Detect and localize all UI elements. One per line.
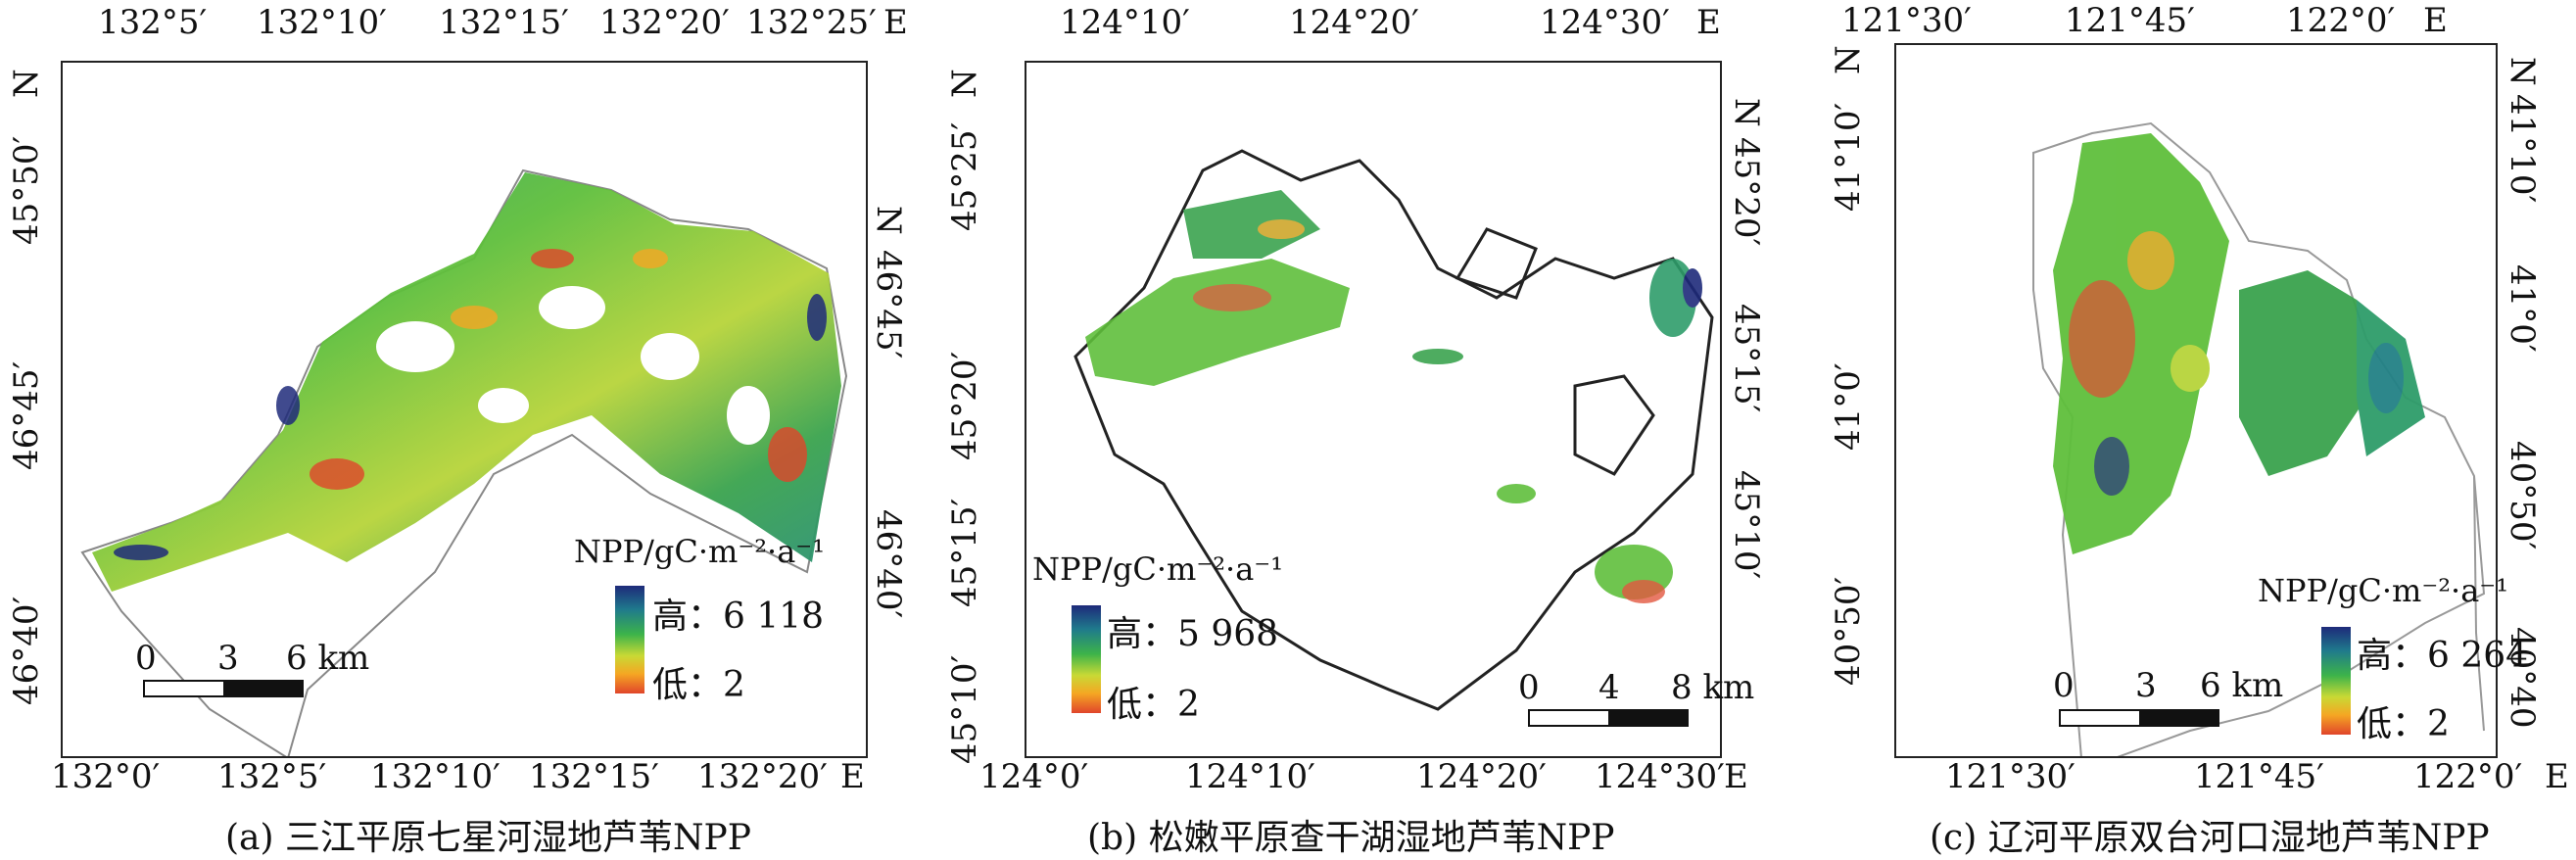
scale-label: 3 [217, 639, 239, 678]
top-tick: 132°15′ [439, 3, 569, 42]
scale-label: 0 [2053, 666, 2075, 705]
left-tick: 45°50′ [7, 135, 46, 245]
scale-label: 3 [2135, 666, 2157, 705]
legend-high: 高：6 264 [2357, 636, 2529, 676]
right-tick: N [2503, 57, 2542, 86]
legend-low: 低：2 [1107, 685, 1200, 725]
right-tick: 40°50′ [2503, 441, 2542, 550]
left-tick: 45°10′ [945, 654, 984, 764]
bottom-tick: E [1724, 757, 1748, 796]
legend-title: NPP/gC·m⁻²·a⁻¹ [2258, 572, 2509, 609]
right-tick: N [1727, 98, 1766, 127]
right-tick: 45°10′ [1727, 470, 1766, 580]
bottom-tick: 132°10′ [370, 757, 501, 796]
scale-label: 6 km [286, 639, 370, 678]
map-frame-c [1894, 43, 2498, 758]
right-tick: 41°10′ [2503, 94, 2542, 204]
bottom-tick: 124°0′ [979, 757, 1089, 796]
right-tick: 46°45′ [869, 250, 908, 359]
left-tick: 41°10′ [1829, 102, 1868, 212]
legend-colorbar [615, 586, 644, 693]
bottom-tick: 121°30′ [1945, 757, 2075, 796]
bottom-tick: 132°0′ [51, 757, 161, 796]
panel-caption: (a) 三江平原七星河湿地芦苇NPP [225, 818, 751, 858]
left-tick: N [945, 69, 984, 98]
top-tick: 132°5′ [98, 3, 208, 42]
map-a-svg [80, 168, 848, 756]
bottom-tick: 122°0′ [2413, 757, 2523, 796]
left-tick: 45°15′ [945, 498, 984, 607]
right-tick: 45°15′ [1727, 304, 1766, 413]
top-tick: 132°25′ [746, 3, 877, 42]
npp-raster [92, 172, 841, 592]
map-b-svg [1073, 149, 1714, 711]
legend-title: NPP/gC·m⁻²·a⁻¹ [1032, 550, 1284, 588]
right-tick: 41°0′ [2503, 264, 2542, 353]
left-tick: 45°20′ [945, 351, 984, 460]
top-tick: E [2423, 1, 2448, 40]
left-tick: N [7, 69, 46, 98]
top-tick: 124°30′ [1540, 3, 1670, 42]
scale-label: 0 [1518, 668, 1540, 707]
bottom-tick: 124°30′ [1595, 757, 1725, 796]
legend-title: NPP/gC·m⁻²·a⁻¹ [574, 533, 826, 570]
legend-low: 低：2 [2357, 704, 2450, 744]
scale-label: 8 km [1671, 668, 1755, 707]
scale-bar [2059, 709, 2219, 727]
top-tick: 121°45′ [2065, 1, 2195, 40]
top-tick: 132°20′ [599, 3, 730, 42]
panel-a: 132°5′ 132°10′ 132°15′ 132°20′ 132°25′ E [0, 0, 908, 858]
top-tick: 132°10′ [257, 3, 387, 42]
left-tick: 46°40′ [7, 596, 46, 705]
panel-c: 121°30′ 121°45′ 122°0′ E N 41°10′ 41°0′ … [1812, 0, 2576, 858]
top-tick: 124°10′ [1060, 3, 1190, 42]
left-tick: 46°45′ [7, 360, 46, 470]
left-tick: 45°25′ [945, 121, 984, 231]
bottom-tick: 124°20′ [1416, 757, 1547, 796]
bottom-tick: 124°10′ [1185, 757, 1315, 796]
right-tick: 46°40′ [869, 509, 908, 619]
top-tick: 121°30′ [1841, 1, 1972, 40]
legend-colorbar [1072, 605, 1101, 713]
top-tick: 122°0′ [2286, 1, 2396, 40]
top-tick: E [883, 3, 908, 42]
legend-low: 低：2 [652, 665, 745, 705]
scale-label: 6 km [2200, 666, 2284, 705]
left-tick: 41°0′ [1829, 362, 1868, 451]
right-tick: 45°20′ [1727, 137, 1766, 247]
right-tick: N [869, 206, 908, 235]
top-tick: 124°20′ [1289, 3, 1419, 42]
legend-colorbar [2321, 627, 2351, 735]
left-tick: N [1829, 45, 1868, 74]
map-frame-a [61, 61, 868, 758]
panel-caption: (b) 松嫩平原查干湖湿地芦苇NPP [1087, 818, 1615, 858]
panel-b: 124°10′ 124°20′ 124°30′ E N 45°25′ 45°20… [940, 0, 1783, 858]
bottom-tick: 132°20′ [697, 757, 828, 796]
bottom-tick: E [2545, 757, 2569, 796]
map-c-svg [2032, 121, 2486, 756]
panel-caption: (c) 辽河平原双台河口湿地芦苇NPP [1930, 818, 2490, 858]
scale-bar [143, 680, 304, 697]
bottom-tick: E [840, 757, 865, 796]
scale-label: 0 [135, 639, 157, 678]
bottom-tick: 132°5′ [217, 757, 327, 796]
legend-high: 高：5 968 [1107, 614, 1279, 654]
map-frame-b [1025, 61, 1722, 758]
bottom-tick: 121°45′ [2194, 757, 2324, 796]
left-tick: 40°50′ [1829, 576, 1868, 686]
scale-bar [1528, 709, 1689, 727]
legend-high: 高：6 118 [652, 597, 825, 637]
scale-label: 4 [1598, 668, 1620, 707]
top-tick: E [1696, 3, 1721, 42]
bottom-tick: 132°15′ [529, 757, 659, 796]
